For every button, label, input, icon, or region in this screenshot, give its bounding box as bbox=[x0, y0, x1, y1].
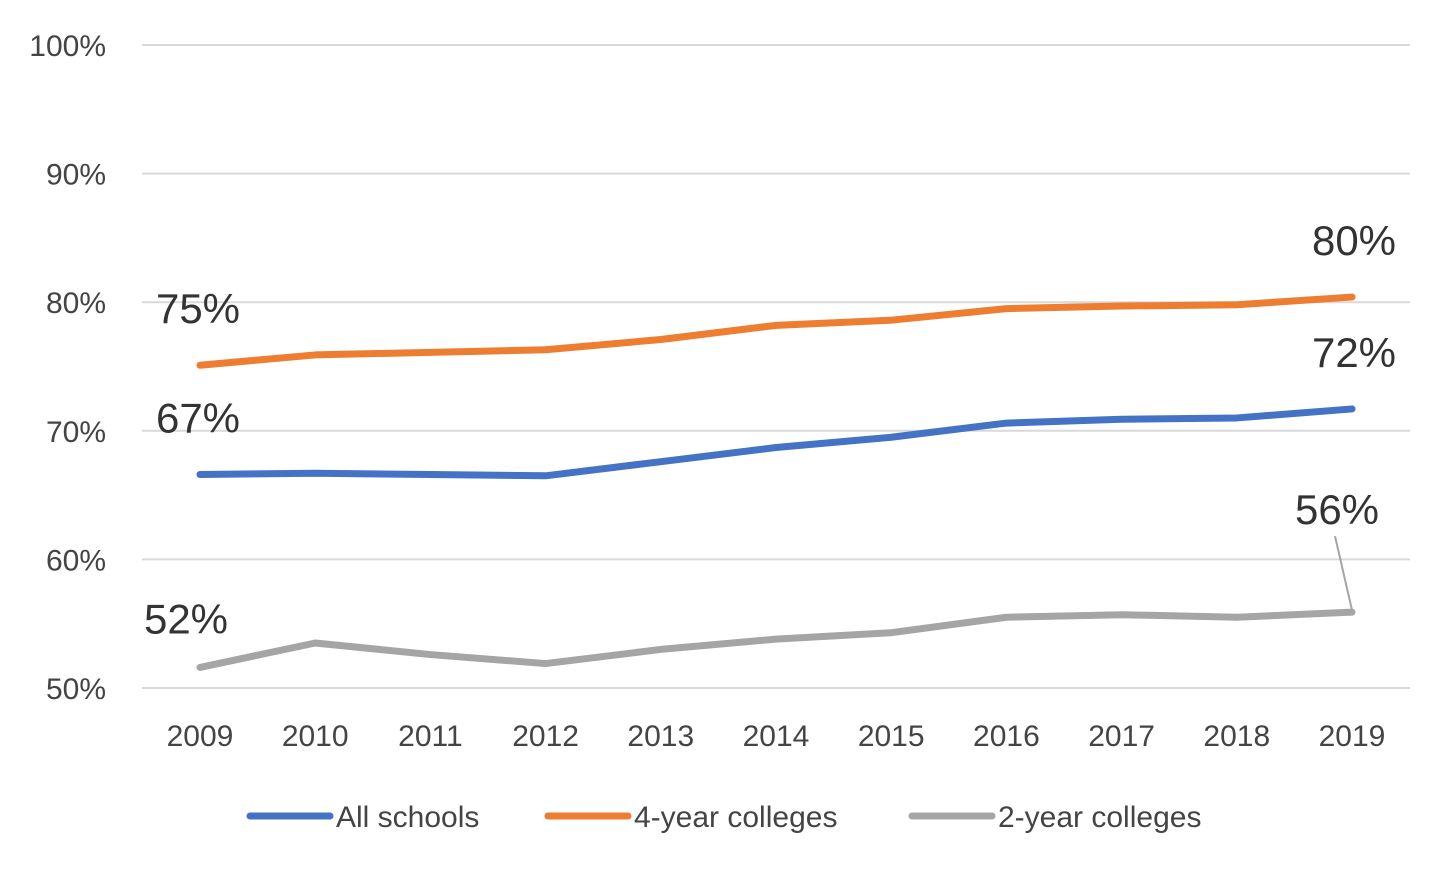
x-axis-tick-labels: 2009 2010 2011 2012 2013 2014 2015 2016 2017 2018… bbox=[167, 720, 1386, 753]
series-line-1 bbox=[196, 293, 1356, 369]
x-tick-label: 2019 bbox=[1319, 720, 1386, 753]
y-tick-label: 80% bbox=[46, 287, 106, 320]
series-lines bbox=[196, 293, 1356, 671]
data-label: 80% bbox=[1312, 217, 1396, 264]
x-tick-label: 2014 bbox=[743, 720, 810, 753]
x-tick-label: 2011 bbox=[398, 720, 463, 753]
y-axis-tick-labels: 50% 60% 70% 80% 90% 100% bbox=[29, 30, 106, 706]
x-tick-label: 2016 bbox=[973, 720, 1040, 753]
y-tick-label: 70% bbox=[46, 416, 106, 449]
y-tick-label: 100% bbox=[29, 30, 106, 63]
y-tick-label: 60% bbox=[46, 544, 106, 577]
x-tick-label: 2018 bbox=[1203, 720, 1270, 753]
data-label: 52% bbox=[144, 595, 228, 642]
x-tick-label: 2012 bbox=[512, 720, 579, 753]
legend-label: 2-year colleges bbox=[998, 801, 1201, 834]
y-tick-label: 90% bbox=[46, 159, 106, 192]
x-tick-label: 2013 bbox=[627, 720, 694, 753]
series-line-2 bbox=[196, 608, 1356, 671]
x-tick-label: 2009 bbox=[167, 720, 234, 753]
data-labels: 67% 72% 75% 80% 52% 56% bbox=[144, 217, 1396, 642]
series-line-0 bbox=[196, 405, 1356, 480]
legend-label: 4-year colleges bbox=[634, 801, 837, 834]
data-label: 56% bbox=[1295, 486, 1379, 533]
y-tick-label: 50% bbox=[46, 673, 106, 706]
x-tick-label: 2010 bbox=[282, 720, 349, 753]
data-label-leader-line bbox=[1334, 535, 1353, 611]
legend-label: All schools bbox=[336, 801, 479, 834]
x-tick-label: 2017 bbox=[1088, 720, 1155, 753]
x-tick-label: 2015 bbox=[858, 720, 925, 753]
data-label: 72% bbox=[1312, 329, 1396, 376]
data-label: 75% bbox=[156, 285, 240, 332]
legend: All schools 4-year colleges 2-year college… bbox=[246, 801, 1201, 834]
gridlines bbox=[142, 44, 1410, 689]
data-label: 67% bbox=[156, 395, 240, 442]
